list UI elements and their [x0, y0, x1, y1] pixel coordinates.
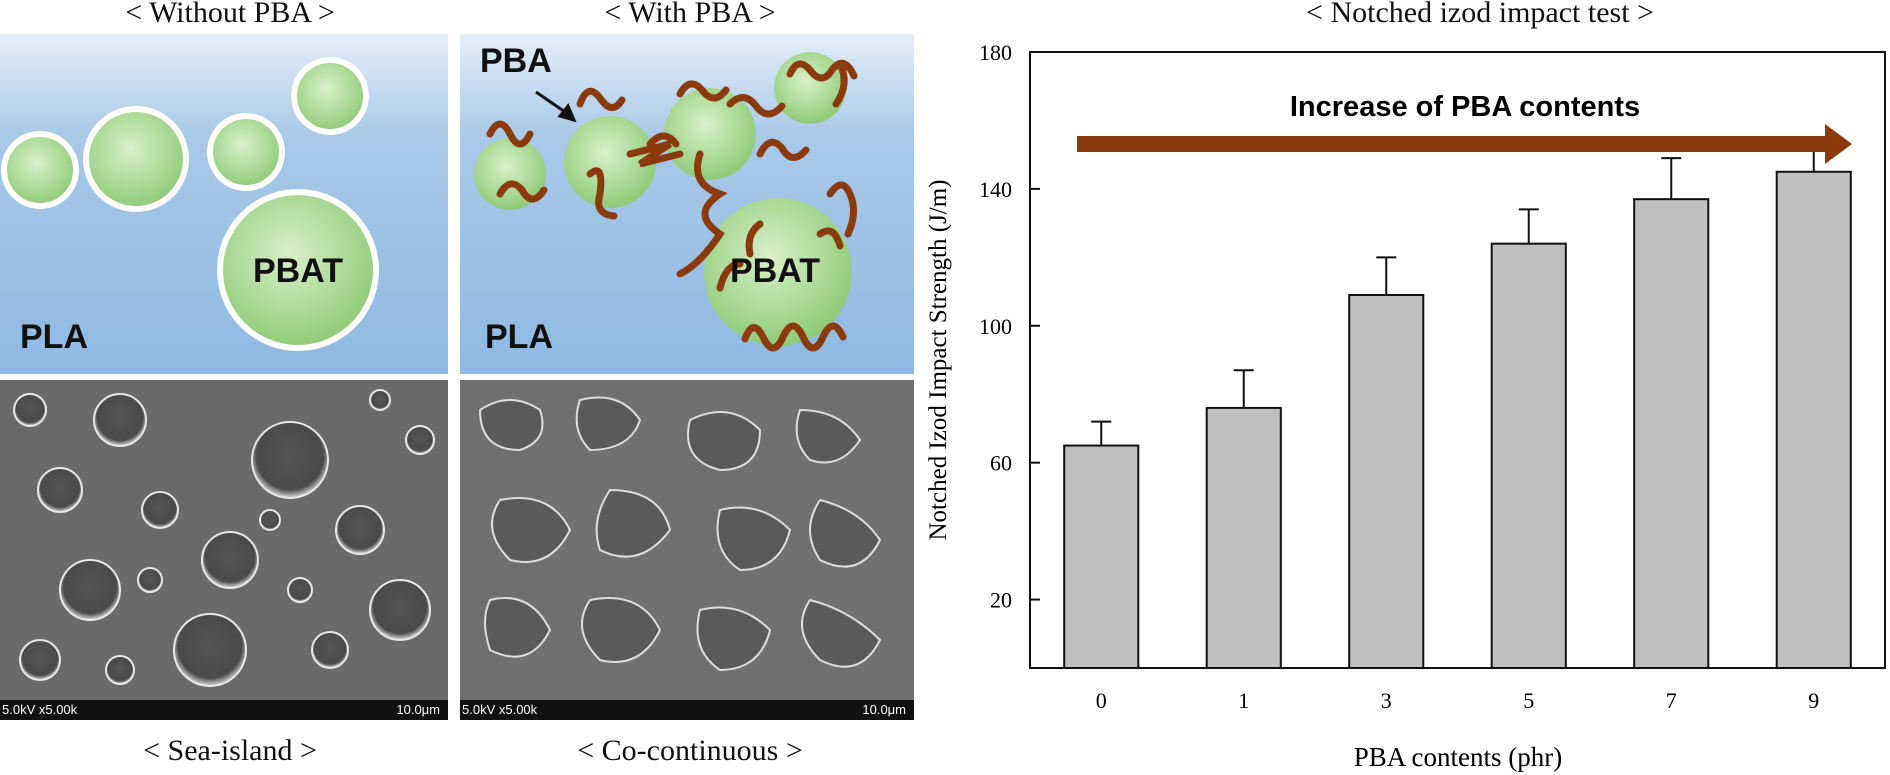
x-tick-label: 0	[1096, 688, 1107, 713]
y-tick-label: 60	[990, 451, 1012, 476]
pla-label: PLA	[485, 318, 553, 356]
y-tick-label: 100	[979, 314, 1012, 339]
pla-label: PLA	[20, 318, 88, 356]
x-tick-label: 3	[1381, 688, 1392, 713]
bar	[1775, 170, 1852, 669]
x-tick-label: 5	[1523, 688, 1534, 713]
pbat-droplet	[1, 131, 79, 209]
sem-info-bar: 5.0kV x5.00k 10.0μm	[460, 700, 914, 720]
sem-info: 5.0kV x5.00k	[2, 702, 78, 717]
droplet-diagram	[1, 57, 379, 351]
with-pba-caption: < With PBA >	[604, 0, 776, 29]
without-pba-caption: < Without PBA >	[125, 0, 335, 29]
sem-scale: 10.0μm	[396, 702, 440, 717]
pba-pointer-arrow	[535, 90, 577, 123]
pbat-droplet	[207, 113, 285, 191]
chain-diagram	[474, 52, 858, 352]
sem-scale: 10.0μm	[862, 702, 906, 717]
pbat-label: PBAT	[730, 252, 821, 290]
x-tick-label: 9	[1808, 688, 1819, 713]
bar	[1205, 406, 1282, 669]
bar-series	[1063, 170, 1852, 669]
y-axis-label: Notched Izod Impact Strength (J/m)	[925, 179, 952, 540]
sem-info-bar: 5.0kV x5.00k 10.0μm	[0, 700, 448, 720]
pbat-droplet	[564, 116, 656, 208]
sem-texture	[460, 380, 914, 700]
arrow-shaft	[1077, 136, 1829, 152]
y-tick-label: 180	[979, 40, 1012, 65]
error-bars	[1091, 146, 1824, 446]
arrow-annotation: Increase of PBA contents	[1290, 91, 1640, 123]
sem-image-sea-island: 5.0kV x5.00k 10.0μm	[0, 380, 448, 720]
pbat-label: PBAT	[253, 252, 344, 290]
x-axis-label: PBA contents (phr)	[1354, 742, 1563, 772]
sea-island-caption: < Sea-island >	[143, 734, 317, 767]
y-tick-label: 140	[979, 177, 1012, 202]
sem-image-co-continuous: 5.0kV x5.00k 10.0μm	[460, 380, 914, 720]
sem-texture	[0, 380, 448, 700]
bar	[1633, 198, 1710, 669]
pbat-droplet-large	[704, 198, 852, 346]
schematic-with-pba: PBA PBAT PLA	[460, 34, 914, 374]
increase-arrow	[1077, 124, 1852, 164]
pba-label: PBA	[480, 42, 552, 80]
bar	[1490, 242, 1567, 669]
pbat-droplet	[474, 138, 546, 210]
chart-title: < Notched izod impact test >	[1306, 0, 1654, 29]
x-tick-label: 1	[1238, 688, 1249, 713]
y-axis: 20 60 100 140 180	[979, 40, 1040, 613]
arrow-head	[1825, 124, 1852, 164]
sem-info: 5.0kV x5.00k	[462, 702, 538, 717]
pbat-droplet	[83, 106, 189, 212]
co-continuous-caption: < Co-continuous >	[577, 734, 803, 767]
bar	[1063, 444, 1140, 669]
y-tick-label: 20	[990, 588, 1012, 613]
x-tick-label: 7	[1666, 688, 1677, 713]
pbat-droplet-large	[217, 189, 379, 351]
pba-chains	[486, 59, 858, 352]
schematic-without-pba: PBAT PLA	[0, 34, 448, 374]
pbat-droplet	[664, 88, 756, 180]
bar	[1348, 293, 1425, 669]
x-axis: 0 1 3 5 7 9	[1096, 658, 1819, 713]
pbat-droplet	[291, 57, 369, 135]
plot-frame	[1029, 51, 1886, 669]
